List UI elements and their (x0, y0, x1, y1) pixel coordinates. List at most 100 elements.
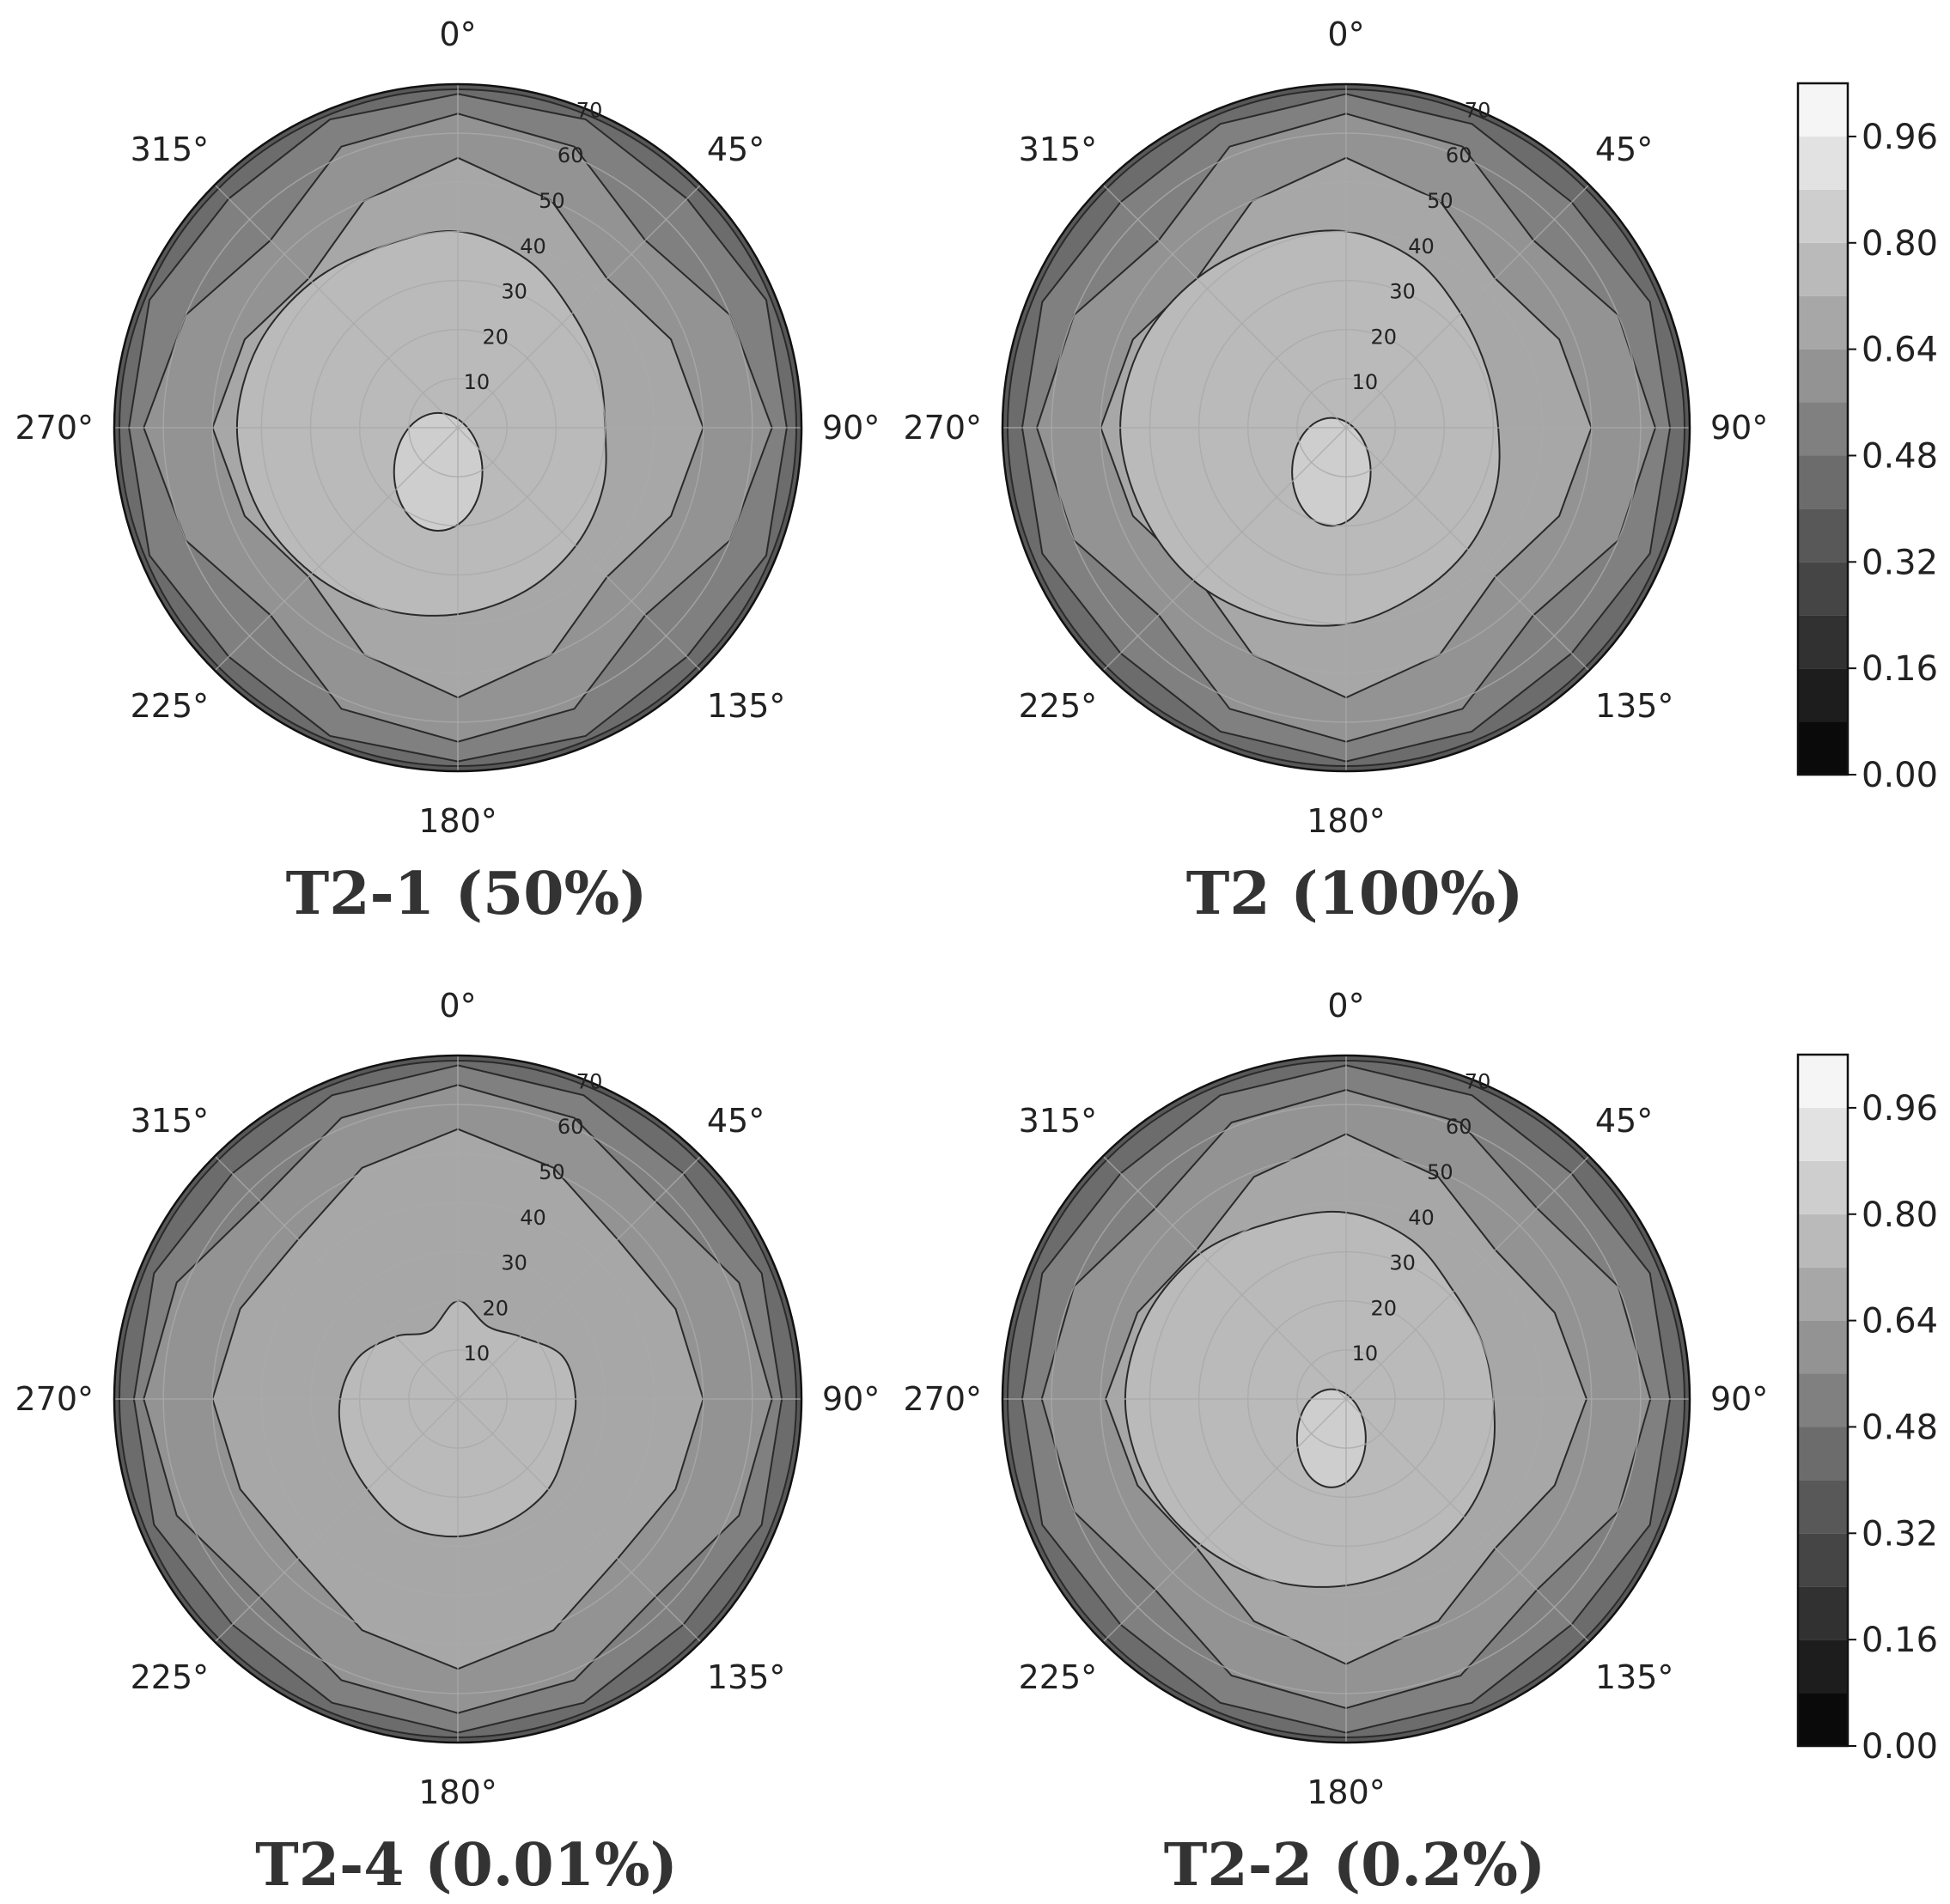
colorbar-band (1798, 1586, 1848, 1640)
polar-panel-4: 10 20 30 40 50 60 70 0° 45° 90° 135° 180° 225° 270° 31… (903, 987, 1768, 1900)
grid-spoke (457, 1398, 702, 1643)
radial-tick-label: 20 (482, 325, 509, 349)
radial-tick-label: 10 (1352, 1341, 1379, 1366)
polar-frame (113, 82, 803, 773)
grid-spoke (1345, 1398, 1590, 1643)
colorbar-band (1798, 402, 1848, 456)
colorbar-band (1798, 508, 1848, 563)
colorbar-band (1798, 83, 1848, 137)
colorbar-tick-label: 0.16 (1862, 1621, 1938, 1660)
radial-tick-label: 20 (1370, 1296, 1397, 1320)
angular-tick-label: 315° (131, 131, 210, 168)
radial-tick-label: 50 (539, 189, 565, 213)
radial-tick-label: 70 (576, 1069, 603, 1093)
radial-tick-label: 70 (1465, 98, 1491, 122)
radial-tick-label: 20 (1370, 325, 1397, 349)
colorbar-tick-label: 0.00 (1862, 756, 1938, 795)
angular-tick-label: 270° (903, 409, 982, 447)
grid-spoke (457, 1155, 702, 1400)
radial-tick-label: 50 (1427, 1160, 1453, 1184)
angular-tick-label: 135° (1595, 687, 1674, 725)
polar-grid (1002, 84, 1690, 771)
colorbar-band (1798, 1107, 1848, 1161)
grid-spoke (214, 1398, 459, 1643)
radial-tick-label: 50 (1427, 189, 1453, 213)
colorbar-tick-label: 0.16 (1862, 649, 1938, 689)
angular-tick-label: 225° (1019, 687, 1098, 725)
angular-tick-label: 90° (822, 1380, 880, 1418)
colorbar-band (1798, 1214, 1848, 1268)
radial-tick-label: 20 (482, 1296, 509, 1320)
radial-tick-label: 60 (1446, 143, 1472, 167)
colorbar-band (1798, 1639, 1848, 1694)
colorbar-1: 0.00 0.16 0.32 0.48 0.64 0.80 0.96 (1796, 82, 1938, 795)
angular-tick-label: 225° (1019, 1658, 1098, 1696)
contour-level-6 (1291, 417, 1372, 527)
colorbars: 0.00 0.16 0.32 0.48 0.64 0.80 0.96 0.00 0.16 0.32… (1796, 82, 1938, 1767)
colorbar-band (1798, 1055, 1848, 1108)
colorbar-tick-label: 0.96 (1862, 118, 1938, 157)
radial-tick-label: 40 (520, 234, 546, 259)
contour-level-6 (393, 411, 484, 532)
grid-spoke (1102, 427, 1347, 672)
angular-tick-label: 135° (1595, 1658, 1674, 1696)
radial-tick-label: 10 (464, 1341, 491, 1366)
panel-title: T2-2 (0.2%) (1164, 1831, 1545, 1900)
panel-title: T2 (100%) (1186, 860, 1524, 928)
grid-spoke (214, 427, 459, 672)
polar-panel-2: 10 20 30 40 50 60 70 0° 45° 90° 135° 180° 225° 270° 31… (903, 15, 1768, 928)
colorbar-band (1798, 349, 1848, 403)
radial-tick-label: 40 (1408, 1206, 1435, 1230)
colorbar-band (1798, 455, 1848, 509)
colorbar-band (1798, 1480, 1848, 1534)
polar-grid (114, 84, 801, 771)
angular-tick-label: 0° (1327, 15, 1364, 53)
colorbar-tick-label: 0.80 (1862, 1195, 1938, 1235)
polar-panels: 10 20 30 40 50 60 70 0° 45° 90° 135° 180° 225° 270° 31… (15, 15, 1768, 1900)
colorbar-band (1798, 295, 1848, 350)
angular-tick-label: 270° (903, 1380, 982, 1418)
angular-tick-label: 90° (1710, 1380, 1768, 1418)
angular-tick-label: 45° (1595, 131, 1653, 168)
grid-spoke (1345, 184, 1590, 429)
colorbar-tick-label: 0.48 (1862, 1408, 1938, 1447)
colorbar-band (1798, 242, 1848, 296)
colorbar-band (1798, 1160, 1848, 1214)
contour-level-6 (1295, 1388, 1367, 1488)
colorbar-tick-label: 0.48 (1862, 436, 1938, 476)
radial-tick-label: 60 (1446, 1115, 1472, 1139)
colorbar-band (1798, 1320, 1848, 1374)
angular-tick-label: 180° (418, 1773, 497, 1811)
radial-tick-label: 40 (1408, 234, 1435, 259)
polar-grid (114, 1055, 801, 1743)
colorbar-tick-label: 0.80 (1862, 224, 1938, 264)
grid-spoke (1102, 1398, 1347, 1643)
grid-spoke (1345, 1155, 1590, 1400)
radial-tick-label: 10 (464, 370, 491, 394)
polar-frame (1001, 1054, 1691, 1744)
grid-spoke (214, 1155, 459, 1400)
angular-tick-label: 45° (707, 131, 765, 168)
radial-tick-label: 30 (1389, 280, 1416, 304)
colorbar-band (1798, 721, 1848, 775)
colorbar-tick-label: 0.32 (1862, 543, 1938, 582)
grid-spoke (457, 427, 702, 672)
angular-tick-label: 45° (1595, 1102, 1653, 1140)
colorbar-tick-label: 0.64 (1862, 331, 1938, 370)
polar-panel-1: 10 20 30 40 50 60 70 0° 45° 90° 135° 180° 225° 270° 31… (15, 15, 880, 928)
radial-tick-label: 30 (501, 280, 527, 304)
radial-tick-label: 40 (520, 1206, 546, 1230)
colorbar-band (1798, 189, 1848, 243)
colorbar-band (1798, 1426, 1848, 1481)
panel-title: T2-1 (50%) (286, 860, 648, 928)
colorbar-tick-label: 0.32 (1862, 1514, 1938, 1554)
colorbar-2: 0.00 0.16 0.32 0.48 0.64 0.80 0.96 (1796, 1053, 1938, 1767)
grid-spoke (214, 184, 459, 429)
angular-tick-label: 45° (707, 1102, 765, 1140)
angular-tick-label: 135° (707, 687, 786, 725)
angular-tick-label: 225° (131, 687, 210, 725)
colorbar-tick-label: 0.64 (1862, 1302, 1938, 1341)
colorbar-band (1798, 615, 1848, 669)
colorbar-band (1798, 668, 1848, 722)
